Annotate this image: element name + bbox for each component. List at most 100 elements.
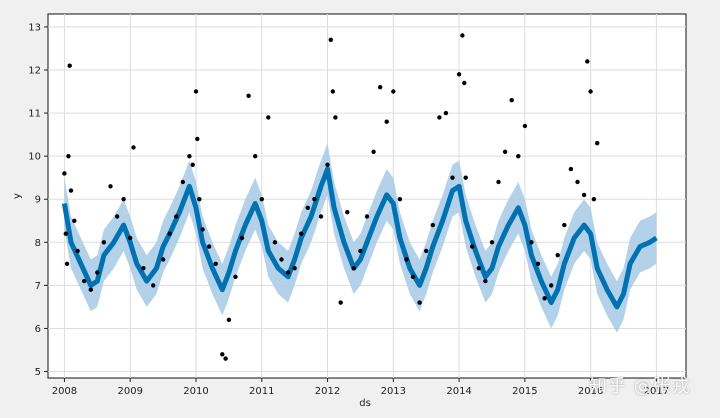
observed-point <box>226 317 232 322</box>
observed-point <box>233 274 238 279</box>
observed-point <box>456 72 462 77</box>
observed-point <box>95 270 100 275</box>
observed-point <box>266 115 271 120</box>
y-tick-label: 10 <box>28 152 41 163</box>
observed-point <box>588 89 593 94</box>
y-tick-label: 5 <box>35 367 41 378</box>
observed-point <box>190 162 195 167</box>
y-tick-label: 8 <box>35 238 41 249</box>
observed-point <box>121 197 126 202</box>
observed-point <box>516 154 521 159</box>
observed-point <box>220 352 225 357</box>
observed-points <box>62 33 600 361</box>
observed-point <box>285 270 291 275</box>
observed-point <box>197 197 202 202</box>
x-tick-label: 2013 <box>381 386 406 397</box>
observed-point <box>200 227 205 232</box>
x-tick-label: 2014 <box>446 386 471 397</box>
observed-point <box>193 89 199 94</box>
y-tick-label: 9 <box>35 195 41 206</box>
x-axis: 2008 2009 2010 2011 2012 2013 2014 2015 2016 2017 <box>52 378 669 397</box>
uncertainty-area <box>64 143 657 333</box>
observed-point <box>174 214 179 219</box>
observed-point <box>529 240 534 245</box>
observed-point <box>259 197 264 202</box>
observed-point <box>410 274 416 279</box>
observed-point <box>338 300 343 305</box>
observed-point <box>213 261 218 266</box>
observed-point <box>555 253 560 258</box>
observed-point <box>489 240 495 245</box>
observed-point <box>351 266 356 271</box>
y-tick-label: 11 <box>28 109 41 120</box>
observed-point <box>195 136 200 142</box>
observed-point <box>128 235 133 241</box>
observed-point <box>246 93 251 99</box>
y-axis-label: y <box>12 193 23 199</box>
x-axis-label: ds <box>359 398 371 409</box>
observed-point <box>72 218 77 223</box>
observed-point <box>450 175 455 180</box>
observed-point <box>581 192 587 198</box>
observed-point <box>397 197 403 202</box>
y-tick-label: 7 <box>35 281 41 292</box>
gridlines <box>48 14 686 378</box>
observed-point <box>141 266 146 271</box>
observed-point <box>595 141 600 146</box>
observed-point <box>535 261 541 266</box>
observed-point <box>522 123 528 129</box>
observed-point <box>509 98 514 103</box>
observed-point <box>460 33 465 38</box>
x-tick-label: 2011 <box>249 386 274 397</box>
observed-point <box>292 266 297 271</box>
forecast-series-line <box>61 166 658 310</box>
observed-point <box>384 119 389 124</box>
observed-point <box>437 115 442 120</box>
x-tick-label: 2015 <box>512 386 537 397</box>
observed-point <box>63 231 68 236</box>
observed-point <box>160 257 166 262</box>
observed-point <box>417 300 422 305</box>
plot-area <box>47 13 687 379</box>
observed-point <box>108 184 113 189</box>
observed-point <box>68 188 74 193</box>
y-tick-label: 13 <box>28 22 41 33</box>
x-tick-label: 2008 <box>52 386 77 397</box>
observed-point <box>358 248 363 254</box>
y-tick-label: 12 <box>28 66 41 77</box>
observed-point <box>66 154 71 159</box>
x-tick-label: 2012 <box>315 386 340 397</box>
x-tick-label: 2009 <box>117 386 142 397</box>
observed-point <box>187 154 192 159</box>
observed-point <box>272 240 278 245</box>
observed-point <box>371 149 376 154</box>
observed-point <box>549 283 554 288</box>
y-axis: 5 6 7 8 9 10 11 12 13 <box>28 22 48 378</box>
x-tick-label: 2017 <box>644 386 669 397</box>
observed-point <box>443 110 449 116</box>
observed-point <box>364 214 370 219</box>
observed-point <box>64 261 70 266</box>
observed-point <box>114 214 120 219</box>
observed-point <box>131 145 136 150</box>
observed-point <box>345 210 350 215</box>
observed-point <box>391 89 396 94</box>
observed-point <box>476 266 481 271</box>
observed-point <box>591 197 597 202</box>
observed-point <box>318 214 324 219</box>
observed-point <box>305 205 310 210</box>
uncertainty-band <box>64 143 657 333</box>
observed-point <box>424 248 429 254</box>
observed-point <box>330 89 335 94</box>
observed-point <box>151 283 156 288</box>
observed-point <box>462 80 467 86</box>
observed-point <box>62 171 67 176</box>
observed-point <box>542 296 547 301</box>
observed-point <box>223 356 228 361</box>
observed-point <box>463 175 468 180</box>
observed-point <box>279 257 284 262</box>
observed-point <box>206 244 212 249</box>
observed-point <box>299 231 304 236</box>
observed-point <box>585 59 590 64</box>
